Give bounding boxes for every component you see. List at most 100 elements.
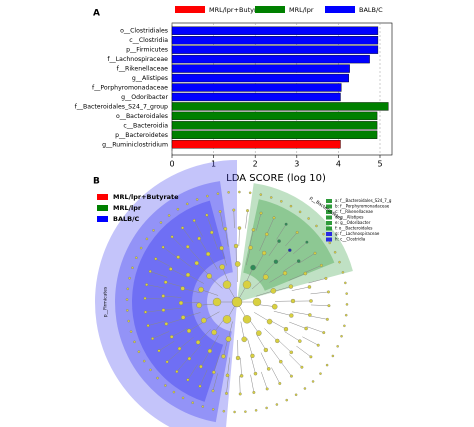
clade-node <box>248 191 252 195</box>
clade-node <box>244 410 247 413</box>
branch <box>148 320 166 326</box>
branch <box>240 321 245 340</box>
clade-node <box>125 298 129 301</box>
clade-node <box>181 315 186 320</box>
bar <box>171 92 341 102</box>
clade-node <box>277 239 281 243</box>
clade-node <box>181 226 185 230</box>
branch <box>273 310 292 316</box>
clade-node <box>187 356 192 361</box>
branch <box>146 284 165 289</box>
key-swatch <box>326 237 332 242</box>
clade-node <box>344 281 347 285</box>
clade-node <box>185 245 190 249</box>
branch <box>250 356 256 374</box>
y-tick-label: f__Bacteroidales_S24_7_group <box>75 103 168 110</box>
clade-node <box>251 228 256 232</box>
clade-node <box>326 290 330 294</box>
clade-node <box>298 339 302 343</box>
branch <box>221 248 227 266</box>
legend-label: BALB/C <box>359 6 383 14</box>
branch <box>199 369 208 387</box>
clade-node <box>135 256 138 259</box>
key-label: a: f__Bacteroidales_S24_7_g <box>335 198 392 203</box>
clade-node <box>129 330 133 333</box>
y-tick-label: f__Rikenellaceae <box>117 66 169 73</box>
clade-node <box>307 285 312 289</box>
branch <box>245 210 248 229</box>
clade-node <box>139 246 143 250</box>
clade-node <box>219 264 225 270</box>
clade-node <box>307 217 310 220</box>
bar <box>171 26 379 35</box>
branch <box>284 331 300 342</box>
branch <box>163 307 182 311</box>
clade-node <box>259 211 263 215</box>
branch <box>198 238 209 255</box>
clade-node <box>289 313 294 318</box>
branch <box>211 232 219 250</box>
clade-node <box>178 300 184 306</box>
branch <box>285 232 298 247</box>
clade-node <box>272 216 276 220</box>
clade-node <box>142 359 146 363</box>
branch <box>269 272 286 283</box>
clade-node <box>195 340 201 345</box>
clade-node <box>328 241 332 245</box>
clade-node <box>322 331 326 335</box>
branch <box>255 252 265 269</box>
clade-node <box>242 280 252 289</box>
clade-node <box>149 368 152 372</box>
branch <box>165 281 184 288</box>
key-swatch <box>326 199 332 203</box>
clade-node <box>181 396 185 400</box>
branch <box>249 229 254 248</box>
branch <box>239 375 241 394</box>
clade-node <box>152 229 155 232</box>
branch <box>240 357 242 376</box>
clade-node <box>248 245 253 250</box>
clade-node <box>290 298 296 304</box>
clade-sector <box>131 200 226 402</box>
clade-node <box>269 196 273 199</box>
y-tick-label: g__Ruminiclostridium <box>102 141 168 148</box>
branch <box>226 375 229 394</box>
y-tick-label: o__Clostridiales <box>120 28 168 35</box>
clade-node <box>206 251 211 257</box>
clade-node <box>303 387 307 390</box>
branch <box>200 350 210 367</box>
clade-node <box>185 272 191 278</box>
branch <box>155 258 172 268</box>
clade-node <box>282 271 288 276</box>
branch <box>227 357 231 376</box>
branch <box>250 374 255 393</box>
clade-node <box>222 315 232 324</box>
branch <box>296 345 312 358</box>
clade-node <box>246 209 249 213</box>
clade-node <box>221 354 226 359</box>
clade-node <box>345 303 349 306</box>
clade-node <box>256 330 262 336</box>
clade-node <box>271 303 278 310</box>
clade-node <box>148 269 152 273</box>
branch <box>189 344 202 359</box>
branch <box>178 256 193 269</box>
clade-node <box>250 353 255 358</box>
branch <box>289 354 303 368</box>
clade-node <box>126 309 129 312</box>
clade-node <box>126 287 130 291</box>
clade-node <box>283 326 289 332</box>
clade-node <box>145 283 149 287</box>
branch <box>163 295 182 298</box>
clade-node <box>151 337 155 341</box>
clade-node <box>343 324 346 328</box>
clade-node <box>164 322 169 326</box>
branch <box>166 318 184 325</box>
branch <box>187 274 204 284</box>
clade-node <box>303 271 308 276</box>
clade-node <box>222 280 232 289</box>
clade-node <box>131 266 134 270</box>
clade-node <box>161 308 166 312</box>
clade-node <box>197 236 201 241</box>
clade-node <box>196 302 202 309</box>
